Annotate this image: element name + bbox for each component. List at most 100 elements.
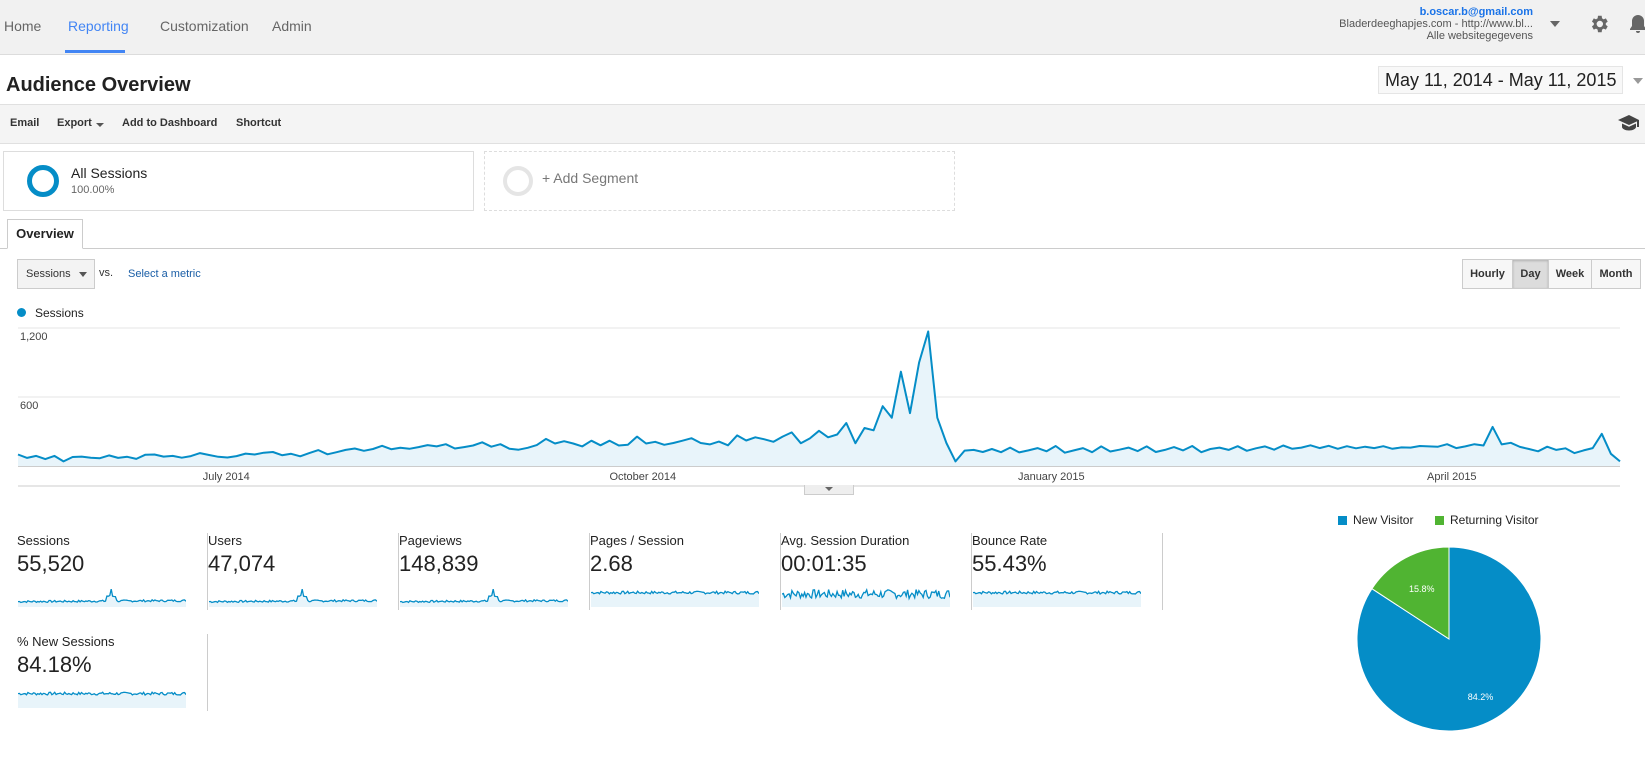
empty-segment-ring-icon [503, 166, 533, 196]
tab-overview[interactable]: Overview [7, 219, 83, 249]
nav-home[interactable]: Home [4, 18, 42, 34]
metric-dropdown-icon[interactable] [79, 272, 87, 277]
account-selector[interactable]: b.oscar.b@gmail.com Bladerdeeghapjes.com… [1339, 6, 1533, 42]
metric-sparkline [18, 691, 186, 708]
add-segment-button[interactable]: + Add Segment [484, 151, 955, 211]
date-range-dropdown-icon[interactable] [1633, 78, 1643, 84]
hourly-button[interactable]: Hourly [1463, 260, 1513, 288]
metric-value: 47,074 [208, 551, 276, 576]
shortcut-button[interactable]: Shortcut [236, 117, 282, 129]
vs-label: vs. [99, 267, 114, 279]
account-email: b.oscar.b@gmail.com [1419, 6, 1533, 18]
returning-visitor-swatch [1435, 516, 1444, 525]
sparkline-area [591, 591, 759, 607]
segment-all-sessions[interactable]: All Sessions 100.00% [3, 151, 474, 211]
metric-value: 00:01:35 [781, 551, 867, 576]
metric-value: 55,520 [17, 551, 85, 576]
metric-sparkline [400, 588, 568, 607]
x-tick-labels: July 2014 October 2014 January 2015 April 2… [203, 471, 1477, 483]
sessions-legend-label: Sessions [35, 306, 84, 320]
metric-value: 148,839 [399, 551, 479, 576]
sparkline-line [591, 590, 759, 595]
pie-label-returning-visitor: 15.8% [1409, 584, 1435, 594]
sparkline-area [18, 692, 186, 708]
x-tick-label: July 2014 [203, 471, 250, 483]
x-tick-label: October 2014 [609, 471, 676, 483]
metric-sparkline [973, 590, 1141, 607]
metric-sparkline [18, 588, 186, 607]
add-to-dashboard-button[interactable]: Add to Dashboard [122, 117, 218, 129]
select-metric-link[interactable]: Select a metric [128, 268, 201, 280]
top-navigation: Home Reporting Customization Admin b.osc… [0, 0, 1645, 55]
nav-admin[interactable]: Admin [272, 18, 312, 34]
metric-label: Sessions [17, 533, 70, 548]
sparkline-line [782, 588, 950, 601]
metric-value: 84.18% [17, 652, 92, 677]
date-range-picker[interactable]: May 11, 2014 - May 11, 2015 [1378, 66, 1624, 94]
metric-tile-pages-per-session[interactable]: Pages / Session 2.68 [590, 533, 781, 610]
metric-label: Pages / Session [590, 533, 684, 548]
metric-label: % New Sessions [17, 634, 115, 649]
pie-label-new-visitor: 84.2% [1468, 692, 1494, 702]
nav-customization[interactable]: Customization [160, 18, 249, 34]
page-title: Audience Overview [6, 74, 191, 96]
segment-name: All Sessions [71, 165, 148, 181]
sparkline-line [973, 590, 1141, 595]
metric-label: Users [208, 533, 242, 548]
week-button[interactable]: Week [1549, 260, 1592, 288]
gear-icon[interactable] [1588, 13, 1610, 35]
report-action-bar [0, 104, 1645, 144]
sparkline-area [400, 589, 568, 607]
legend-returning-visitor[interactable]: Returning Visitor [1435, 513, 1539, 527]
metric-tile-users[interactable]: Users 47,074 [208, 533, 399, 610]
metric-tile-pageviews[interactable]: Pageviews 148,839 [399, 533, 590, 610]
metric-label: Avg. Session Duration [781, 533, 910, 548]
pie-slice-returning-visitor[interactable] [1371, 546, 1450, 640]
x-tick-label: April 2015 [1427, 471, 1477, 483]
legend-new-visitor-label: New Visitor [1353, 513, 1414, 527]
segment-percentage: 100.00% [71, 184, 115, 196]
legend-returning-visitor-label: Returning Visitor [1450, 513, 1539, 527]
tab-divider [0, 248, 1645, 249]
sparkline-area [973, 591, 1141, 607]
visitor-type-pie-chart: 84.2% 15.8% [1356, 546, 1542, 732]
y-tick-label: 600 [20, 400, 38, 412]
sparkline-area [18, 589, 186, 607]
month-button[interactable]: Month [1599, 268, 1633, 280]
email-button[interactable]: Email [10, 117, 40, 129]
segment-ring-icon [27, 165, 59, 197]
sessions-legend-marker [17, 308, 26, 317]
account-dropdown-icon[interactable] [1550, 21, 1560, 27]
metric-label: Pageviews [399, 533, 462, 548]
x-tick-label: January 2015 [1018, 471, 1085, 483]
active-tab-indicator [65, 50, 125, 53]
metric-label: Bounce Rate [972, 533, 1048, 548]
bell-icon[interactable] [1628, 13, 1645, 35]
add-segment-label: + Add Segment [542, 170, 639, 186]
metric-tile-bounce-rate[interactable]: Bounce Rate 55.43% [972, 533, 1163, 610]
y-tick-label: 1,200 [20, 331, 48, 343]
sparkline-line [400, 588, 568, 604]
metric-tile-avg-session-duration[interactable]: Avg. Session Duration 00:01:35 [781, 533, 972, 610]
graduation-cap-icon[interactable] [1618, 114, 1640, 132]
metric-sparkline [591, 590, 759, 607]
sparkline-area [209, 589, 377, 607]
sessions-area [18, 331, 1620, 466]
export-button[interactable]: Export [57, 117, 92, 129]
metric-sparkline [782, 588, 950, 607]
sessions-chart: 1,200 600 July 2014 October 2014 January 2… [17, 327, 1621, 487]
metric-tile-new-sessions[interactable]: % New Sessions 84.18% [17, 634, 208, 711]
export-dropdown-icon[interactable] [96, 123, 104, 127]
metric-tile-sessions[interactable]: Sessions 55,520 [17, 533, 208, 610]
metric-sparkline [209, 588, 377, 607]
account-property: Bladerdeeghapjes.com - http://www.bl... [1339, 18, 1533, 30]
collapse-chart-handle[interactable] [804, 485, 854, 495]
sparkline-line [18, 588, 186, 604]
sparkline-line [18, 691, 186, 696]
metric-value: 55.43% [972, 551, 1047, 576]
nav-reporting[interactable]: Reporting [68, 18, 129, 34]
day-button[interactable]: Day [1513, 260, 1549, 288]
granularity-selector: Hourly Day Week Month [1462, 259, 1641, 289]
sparkline-line [209, 588, 377, 604]
legend-new-visitor[interactable]: New Visitor [1338, 513, 1413, 527]
